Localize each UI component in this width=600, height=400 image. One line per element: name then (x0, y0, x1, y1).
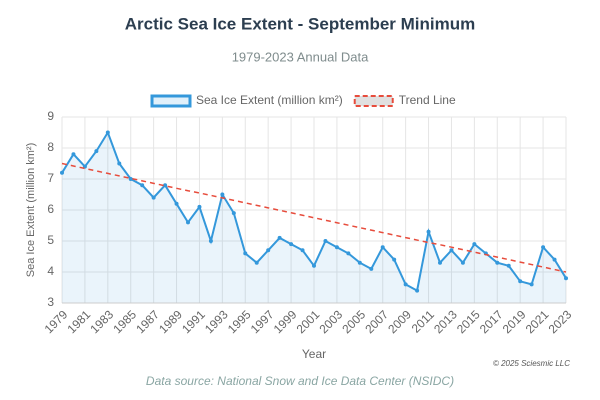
point (163, 183, 168, 188)
point (220, 192, 225, 197)
point (105, 130, 110, 135)
point (529, 282, 534, 287)
legend-swatch (353, 95, 394, 107)
point (243, 251, 248, 256)
point (564, 276, 568, 281)
x-tick-label: 2013 (431, 307, 460, 336)
x-tick-label: 1995 (225, 307, 254, 336)
point (140, 183, 145, 188)
point (518, 279, 523, 284)
x-tick-label: 1983 (87, 307, 116, 336)
point (357, 260, 362, 265)
x-tick-label: 1997 (248, 307, 277, 336)
point (231, 211, 236, 216)
point (151, 195, 156, 200)
point (197, 204, 202, 209)
point (71, 152, 76, 157)
y-tick-label: 9 (47, 109, 54, 123)
point (208, 239, 213, 243)
y-tick-label: 7 (47, 171, 54, 185)
point (449, 248, 454, 253)
x-tick-label: 2003 (316, 307, 345, 336)
x-tick-label: 1989 (156, 307, 185, 336)
source-note: Data source: National Snow and Ice Data … (146, 374, 454, 388)
point (60, 170, 64, 175)
point (506, 263, 511, 268)
point (312, 263, 316, 268)
x-tick-label: 2005 (339, 307, 368, 336)
y-tick-label: 4 (47, 264, 54, 278)
trend-line (61, 162, 567, 273)
x-tick-label: 1985 (110, 307, 139, 336)
point (323, 239, 328, 243)
point (174, 201, 179, 206)
point (460, 260, 465, 265)
x-tick-label: 2017 (477, 307, 506, 336)
point (403, 282, 408, 287)
point (254, 260, 259, 265)
legend-swatch (150, 94, 192, 108)
x-tick-label: 2009 (385, 307, 414, 336)
point (472, 242, 477, 247)
x-tick-label: 1981 (64, 307, 93, 336)
x-tick-label: 1999 (271, 307, 300, 336)
chart-subtitle: 1979-2023 Annual Data (232, 49, 369, 64)
point (128, 177, 133, 181)
x-tick-label: 2023 (546, 307, 575, 336)
x-tick-label: 1987 (133, 307, 162, 336)
copyright: © 2025 Sciesmic LLC (493, 359, 570, 368)
point (277, 235, 282, 240)
x-tick-label: 2001 (294, 307, 323, 336)
x-tick-label: 1993 (202, 307, 231, 336)
x-axis-label: Year (302, 347, 326, 361)
point (369, 266, 374, 271)
x-tick-label: 2021 (523, 307, 552, 336)
point (346, 251, 351, 256)
x-tick-label: 2011 (409, 307, 437, 335)
y-tick-label: 6 (47, 202, 54, 216)
point (300, 248, 305, 253)
x-tick-label: 1991 (179, 307, 208, 336)
x-tick-label: 1979 (42, 307, 71, 336)
point (552, 257, 557, 262)
point (186, 220, 190, 225)
point (415, 288, 420, 293)
y-tick-label: 3 (47, 295, 54, 309)
y-axis-label: Sea Ice Extent (million km²) (25, 143, 37, 277)
point (334, 245, 339, 250)
point (380, 245, 385, 250)
legend-label: Trend Line (399, 93, 456, 107)
point (426, 229, 431, 234)
legend-label: Sea Ice Extent (million km²) (196, 93, 343, 107)
point (289, 242, 294, 247)
x-tick-label: 2019 (500, 307, 529, 336)
point (495, 260, 500, 265)
x-tick-label: 2015 (454, 307, 483, 336)
y-tick-label: 8 (47, 140, 54, 154)
point (438, 260, 442, 265)
area (62, 132, 566, 303)
point (94, 149, 99, 154)
point (392, 257, 397, 262)
x-tick-label: 2007 (362, 307, 391, 336)
y-tick-label: 5 (47, 233, 54, 247)
point (117, 161, 122, 166)
chart-title: Arctic Sea Ice Extent - September Minimu… (125, 14, 476, 33)
point (541, 245, 546, 250)
point (266, 248, 271, 253)
